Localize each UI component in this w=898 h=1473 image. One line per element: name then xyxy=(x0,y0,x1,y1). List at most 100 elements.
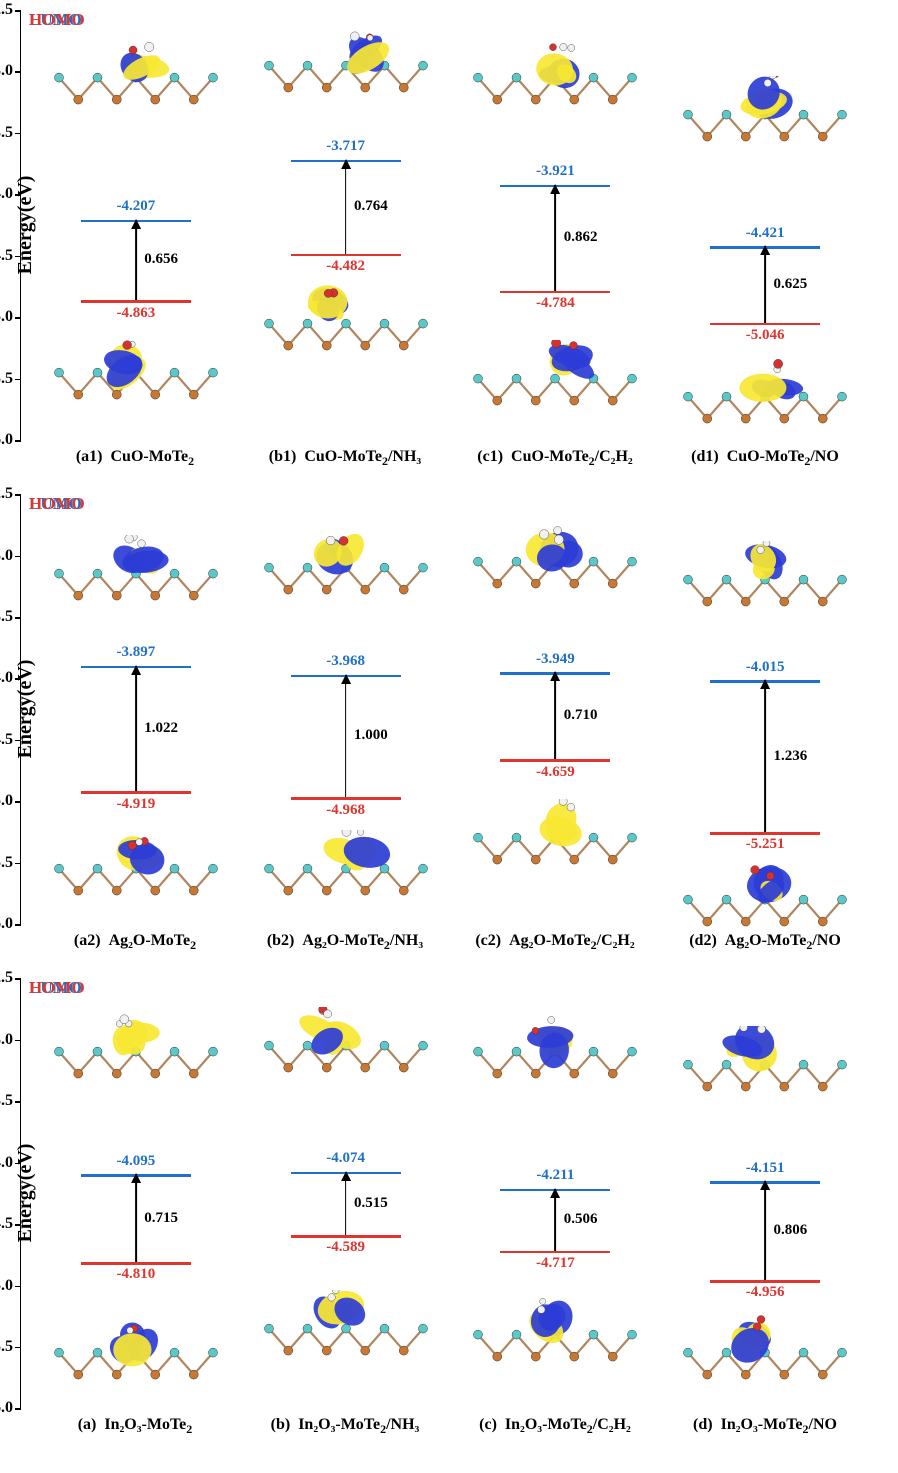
x-labels-row: (a1) CuO-MoTe2(b1) CuO-MoTe2/NH₃(c1) CuO… xyxy=(30,448,870,469)
lumo-orbital xyxy=(51,39,221,119)
orbital-svg xyxy=(470,340,640,420)
column-d1: -4.421-5.0460.625 xyxy=(660,10,870,440)
y-tick: -3.5 xyxy=(0,124,13,142)
column-a2: -3.897-4.9191.022 xyxy=(31,494,241,924)
y-tick: -2.5 xyxy=(0,969,13,987)
orbital-svg xyxy=(470,39,640,119)
x-label-c3: (c) In₂O₃-MoTe2/C₂H₂ xyxy=(450,1416,660,1437)
homo-orbital xyxy=(261,1290,431,1370)
y-tick: -6.0 xyxy=(0,1399,13,1417)
homo-orbital xyxy=(51,830,221,910)
homo-orbital xyxy=(470,1296,640,1376)
orbital-svg xyxy=(680,1026,850,1106)
gap-value: 1.236 xyxy=(774,748,808,765)
lumo-orbital xyxy=(680,76,850,156)
homo-level xyxy=(81,300,191,303)
lumo-orbital xyxy=(51,1013,221,1093)
homo-level xyxy=(710,1280,820,1283)
panel-panel3: Energy(eV)-2.5-3.0-3.5-4.0-4.5-5.0-5.5-6… xyxy=(20,978,870,1437)
gap-value: 0.625 xyxy=(774,276,808,293)
y-tick: -3.5 xyxy=(0,1092,13,1110)
column-b1: -3.717 -4.482 0.764 xyxy=(241,10,451,440)
gap-arrow xyxy=(345,675,347,798)
lumo-orbital xyxy=(261,1007,431,1087)
homo-value: -5.251 xyxy=(746,836,785,853)
homo-value: -4.589 xyxy=(326,1239,365,1256)
lumo-orbital xyxy=(261,529,431,609)
orbital-svg xyxy=(51,1314,221,1394)
homo-value: -4.810 xyxy=(117,1266,156,1283)
homo-orbital xyxy=(680,1314,850,1394)
y-tick: -5.5 xyxy=(0,370,13,388)
orbital-svg xyxy=(470,1296,640,1376)
gap-arrow xyxy=(135,666,137,792)
lumo-value: -4.095 xyxy=(117,1153,156,1170)
gap-arrow xyxy=(135,220,137,301)
gap-arrow xyxy=(554,185,556,291)
orbital-svg xyxy=(470,1013,640,1093)
columns: -3.897-4.9191.022 -3.968 -4.968 1.000 -3.949… xyxy=(31,494,870,924)
y-tick: -4.0 xyxy=(0,185,13,203)
homo-value: -4.863 xyxy=(117,305,156,322)
y-tick: -4.0 xyxy=(0,1154,13,1172)
gap-value: 0.764 xyxy=(354,198,388,215)
homo-level xyxy=(81,1262,191,1265)
y-tick: -3.0 xyxy=(0,547,13,565)
y-tick: -2.5 xyxy=(0,1,13,19)
x-label-a2: (a2) Ag₂O-MoTe2 xyxy=(30,932,240,953)
homo-orbital xyxy=(51,1314,221,1394)
y-tick: -3.0 xyxy=(0,62,13,80)
homo-level xyxy=(500,1251,610,1254)
lumo-value: -3.968 xyxy=(326,653,365,670)
orbital-svg xyxy=(680,76,850,156)
column-c3: -4.211-4.7170.506 xyxy=(451,978,661,1408)
panel-panel1: Energy(eV)-2.5-3.0-3.5-4.0-4.5-5.0-5.5-6… xyxy=(20,10,870,469)
homo-level xyxy=(81,791,191,794)
y-axis-ticks: -2.5-3.0-3.5-4.0-4.5-5.0-5.5-6.0 xyxy=(0,10,21,440)
gap-value: 1.000 xyxy=(354,727,388,744)
column-b3: -4.074-4.5890.515 xyxy=(241,978,451,1408)
orbital-svg xyxy=(51,39,221,119)
homo-level xyxy=(500,291,610,294)
orbital-svg xyxy=(51,830,221,910)
x-label-b1: (b1) CuO-MoTe2/NH₃ xyxy=(240,448,450,469)
homo-level xyxy=(500,759,610,762)
x-label-b2: (b2) Ag₂O-MoTe2/NH₃ xyxy=(240,932,450,953)
gap-value: 0.656 xyxy=(144,251,178,268)
y-tick: -5.0 xyxy=(0,1277,13,1295)
orbital-svg xyxy=(680,358,850,438)
homo-value: -4.968 xyxy=(326,802,365,819)
gap-value: 0.715 xyxy=(144,1210,178,1227)
y-tick: -5.0 xyxy=(0,792,13,810)
homo-orbital xyxy=(261,285,431,365)
gap-arrow xyxy=(345,1172,347,1235)
columns: -4.207-4.8630.656-3.717-4.4820.764-3.921… xyxy=(31,10,870,440)
lumo-value: -4.074 xyxy=(326,1150,365,1167)
y-tick: -4.5 xyxy=(0,1215,13,1233)
gap-value: 0.710 xyxy=(564,707,598,724)
y-tick: -6.0 xyxy=(0,915,13,933)
homo-orbital xyxy=(470,799,640,879)
y-tick: -6.0 xyxy=(0,431,13,449)
lumo-value: -3.717 xyxy=(326,138,365,155)
column-b2: -3.968 -4.968 1.000 xyxy=(241,494,451,924)
panel-panel2: Energy(eV)-2.5-3.0-3.5-4.0-4.5-5.0-5.5-6… xyxy=(20,494,870,953)
orbital-svg xyxy=(470,523,640,603)
homo-level xyxy=(291,797,401,800)
x-label-c2: (c2) Ag₂O-MoTe2/C₂H₂ xyxy=(450,932,660,953)
homo-value: -4.717 xyxy=(536,1255,575,1272)
gap-value: 0.506 xyxy=(564,1211,598,1228)
gap-arrow xyxy=(554,1189,556,1251)
homo-orbital xyxy=(51,334,221,414)
y-tick: -3.0 xyxy=(0,1031,13,1049)
orbital-svg xyxy=(261,1007,431,1087)
chart-area: Energy(eV)-2.5-3.0-3.5-4.0-4.5-5.0-5.5-6… xyxy=(20,10,870,440)
homo-value: -4.482 xyxy=(326,258,365,275)
y-tick: -5.0 xyxy=(0,308,13,326)
y-tick: -3.5 xyxy=(0,608,13,626)
homo-value: -4.784 xyxy=(536,295,575,312)
orbital-svg xyxy=(680,861,850,941)
columns: -4.095-4.8100.715-4.074-4.5890.515-4.211… xyxy=(31,978,870,1408)
y-tick: -4.0 xyxy=(0,669,13,687)
column-c2: -3.949-4.6590.710 xyxy=(451,494,661,924)
